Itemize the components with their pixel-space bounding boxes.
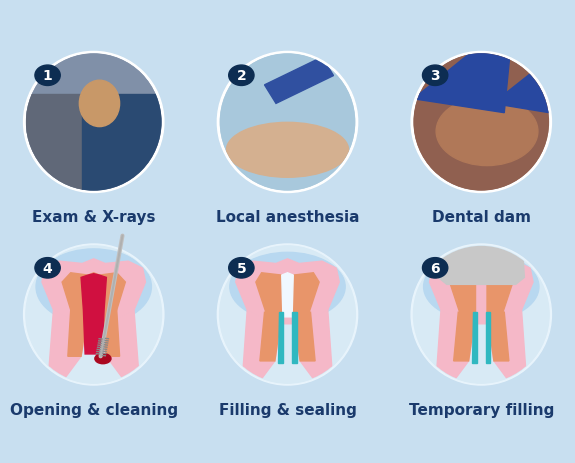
Text: Temporary filling: Temporary filling bbox=[409, 402, 554, 417]
Ellipse shape bbox=[36, 250, 151, 325]
Polygon shape bbox=[487, 313, 509, 361]
Polygon shape bbox=[413, 54, 510, 113]
Polygon shape bbox=[243, 310, 282, 387]
Ellipse shape bbox=[436, 98, 538, 166]
Polygon shape bbox=[42, 259, 145, 324]
Polygon shape bbox=[49, 310, 88, 382]
Text: Dental dam: Dental dam bbox=[432, 210, 531, 225]
Polygon shape bbox=[82, 95, 162, 191]
Polygon shape bbox=[454, 313, 476, 361]
Polygon shape bbox=[282, 273, 293, 317]
Polygon shape bbox=[256, 273, 282, 317]
Polygon shape bbox=[293, 310, 332, 387]
Ellipse shape bbox=[26, 246, 162, 383]
Polygon shape bbox=[493, 68, 549, 113]
Text: 5: 5 bbox=[236, 261, 246, 275]
Ellipse shape bbox=[413, 54, 549, 191]
Ellipse shape bbox=[79, 81, 120, 127]
Polygon shape bbox=[260, 313, 282, 361]
Text: 2: 2 bbox=[236, 69, 246, 83]
Text: 6: 6 bbox=[430, 261, 440, 275]
Text: 1: 1 bbox=[43, 69, 52, 83]
Ellipse shape bbox=[413, 246, 549, 383]
Polygon shape bbox=[293, 313, 315, 361]
Polygon shape bbox=[278, 313, 283, 363]
Ellipse shape bbox=[217, 52, 358, 193]
Polygon shape bbox=[264, 58, 334, 104]
Polygon shape bbox=[81, 274, 106, 354]
Polygon shape bbox=[99, 310, 120, 357]
Text: Exam & X-rays: Exam & X-rays bbox=[32, 210, 155, 225]
Ellipse shape bbox=[217, 244, 358, 385]
Ellipse shape bbox=[411, 244, 551, 385]
Polygon shape bbox=[236, 259, 339, 324]
Polygon shape bbox=[486, 313, 490, 363]
Ellipse shape bbox=[227, 123, 348, 178]
Text: Local anesthesia: Local anesthesia bbox=[216, 210, 359, 225]
Polygon shape bbox=[99, 310, 139, 382]
Ellipse shape bbox=[220, 54, 355, 191]
Ellipse shape bbox=[24, 244, 164, 385]
Polygon shape bbox=[430, 259, 533, 324]
Circle shape bbox=[229, 66, 254, 86]
Ellipse shape bbox=[24, 52, 164, 193]
Polygon shape bbox=[436, 310, 476, 387]
Ellipse shape bbox=[424, 253, 539, 321]
Polygon shape bbox=[62, 273, 125, 317]
Polygon shape bbox=[26, 95, 82, 191]
Ellipse shape bbox=[411, 52, 551, 193]
Text: Opening & cleaning: Opening & cleaning bbox=[10, 402, 178, 417]
Text: Filling & sealing: Filling & sealing bbox=[218, 402, 356, 417]
Ellipse shape bbox=[220, 246, 355, 383]
Polygon shape bbox=[68, 310, 88, 357]
Ellipse shape bbox=[26, 54, 162, 191]
Polygon shape bbox=[472, 313, 477, 363]
Circle shape bbox=[229, 258, 254, 278]
Circle shape bbox=[423, 258, 448, 278]
Text: 3: 3 bbox=[430, 69, 440, 83]
Polygon shape bbox=[293, 273, 319, 317]
Circle shape bbox=[423, 66, 448, 86]
Ellipse shape bbox=[95, 354, 111, 364]
Polygon shape bbox=[450, 273, 476, 317]
Polygon shape bbox=[438, 234, 524, 285]
Circle shape bbox=[35, 258, 60, 278]
Polygon shape bbox=[292, 313, 297, 363]
Text: 4: 4 bbox=[43, 261, 52, 275]
Ellipse shape bbox=[230, 253, 345, 321]
Polygon shape bbox=[487, 310, 526, 387]
Polygon shape bbox=[487, 273, 513, 317]
Circle shape bbox=[35, 66, 60, 86]
